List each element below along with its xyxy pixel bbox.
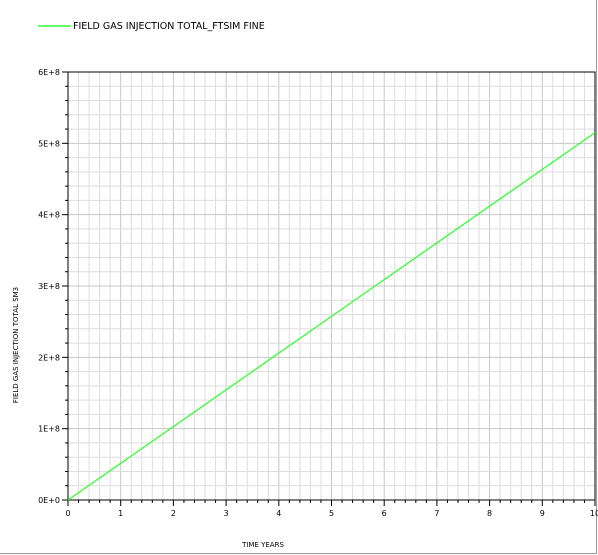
y-tick-labels: 0E+0 1E+8 2E+8 3E+8 4E+8 5E+8 6E+8 xyxy=(38,68,60,505)
x-tick-labels: 0 1 2 3 4 5 6 7 8 9 10 xyxy=(65,509,598,518)
x-tick-label: 9 xyxy=(540,509,545,518)
x-tick-label: 1 xyxy=(118,509,123,518)
y-tick-label: 2E+8 xyxy=(38,353,60,362)
x-tick-label: 4 xyxy=(276,509,281,518)
y-tick-label: 4E+8 xyxy=(38,211,60,220)
x-tick-label: 2 xyxy=(171,509,176,518)
y-tick-label: 3E+8 xyxy=(38,282,60,291)
x-axis-title: TIME YEARS xyxy=(241,541,284,549)
x-tick-label: 6 xyxy=(382,509,387,518)
x-tick-label: 8 xyxy=(487,509,492,518)
y-tick-label: 0E+0 xyxy=(38,496,60,505)
x-tick-label: 0 xyxy=(65,509,70,518)
y-tick-label: 6E+8 xyxy=(38,68,60,77)
grid xyxy=(67,71,596,501)
x-tick-label: 3 xyxy=(224,509,229,518)
plot-area-frame xyxy=(67,71,596,501)
y-tick-label: 1E+8 xyxy=(38,425,60,434)
y-axis-title: FIELD GAS INJECTION TOTAL SM3 xyxy=(12,287,20,403)
legend-label: FIELD GAS INJECTION TOTAL_FTSIM FINE xyxy=(73,21,265,32)
series-layer xyxy=(67,132,596,501)
x-tick-label: 7 xyxy=(434,509,439,518)
x-tick-label: 5 xyxy=(329,509,334,518)
y-tick-label: 5E+8 xyxy=(38,139,60,148)
x-tick-label: 10 xyxy=(590,509,598,518)
series-line xyxy=(67,132,596,501)
